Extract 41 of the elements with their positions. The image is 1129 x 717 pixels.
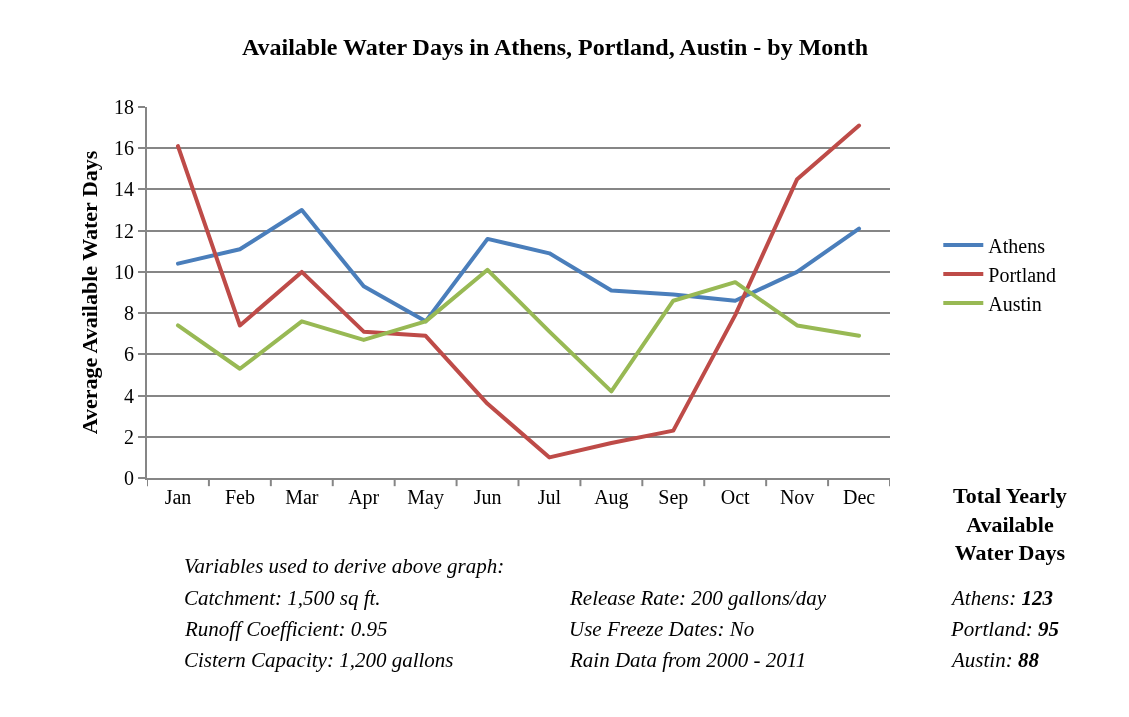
line-series [175, 208, 862, 324]
text: Runoff Coefficient: 0.95 [184, 617, 388, 641]
x-tick-label: Aug [594, 486, 629, 509]
text: Use Freeze Dates: No [569, 617, 755, 641]
line-series [175, 267, 862, 394]
x-tick-label: Oct [720, 486, 751, 508]
y-tick-label: 16 [114, 137, 134, 160]
y-tick-label: 18 [114, 96, 134, 118]
y-tick-label: 8 [124, 302, 134, 325]
line-series [175, 123, 862, 460]
text: Rain Data from 2000 - 2011 [569, 648, 807, 672]
text: Austin: 88 [950, 648, 1040, 672]
legend-label: Austin [988, 292, 1042, 315]
legend-label: Athens [988, 234, 1046, 257]
x-tick-label: Sep [658, 486, 689, 509]
text: Cistern Capacity: 1,200 gallons [184, 648, 454, 672]
x-tick-label: Dec [842, 486, 876, 508]
x-tick-label: Feb [224, 486, 255, 508]
y-tick-label: 4 [124, 384, 134, 407]
y-tick-label: 6 [124, 343, 134, 366]
text: Total Yearly Available Water Days [953, 483, 1067, 566]
x-tick-label: Jun [473, 486, 502, 508]
chart-title: Available Water Days in Athens, Portland, Austin - by Month [241, 34, 869, 61]
text: Variables used to derive above graph: [184, 554, 505, 578]
text: Catchment: 1,500 sq ft. [184, 586, 381, 610]
x-tick-label: Jul [537, 486, 562, 508]
x-tick-label: Apr [348, 486, 380, 509]
y-tick-label: 10 [114, 260, 134, 283]
x-tick-label: Nov [779, 486, 815, 508]
y-tick-label: 14 [114, 178, 134, 201]
x-tick-label: May [407, 486, 444, 509]
y-tick-label: 2 [124, 425, 134, 448]
y-axis-title: Average Available Water Days [77, 150, 103, 435]
text: Portland: 95 [950, 617, 1059, 641]
legend-label: Portland [988, 263, 1057, 286]
y-tick-label: 12 [114, 219, 134, 242]
x-tick-label: Mar [285, 486, 319, 508]
text: Release Rate: 200 gallons/day [569, 586, 827, 610]
y-tick-label: 0 [124, 467, 134, 489]
x-tick-label: Jan [164, 486, 192, 508]
text: Athens: 123 [950, 586, 1053, 610]
